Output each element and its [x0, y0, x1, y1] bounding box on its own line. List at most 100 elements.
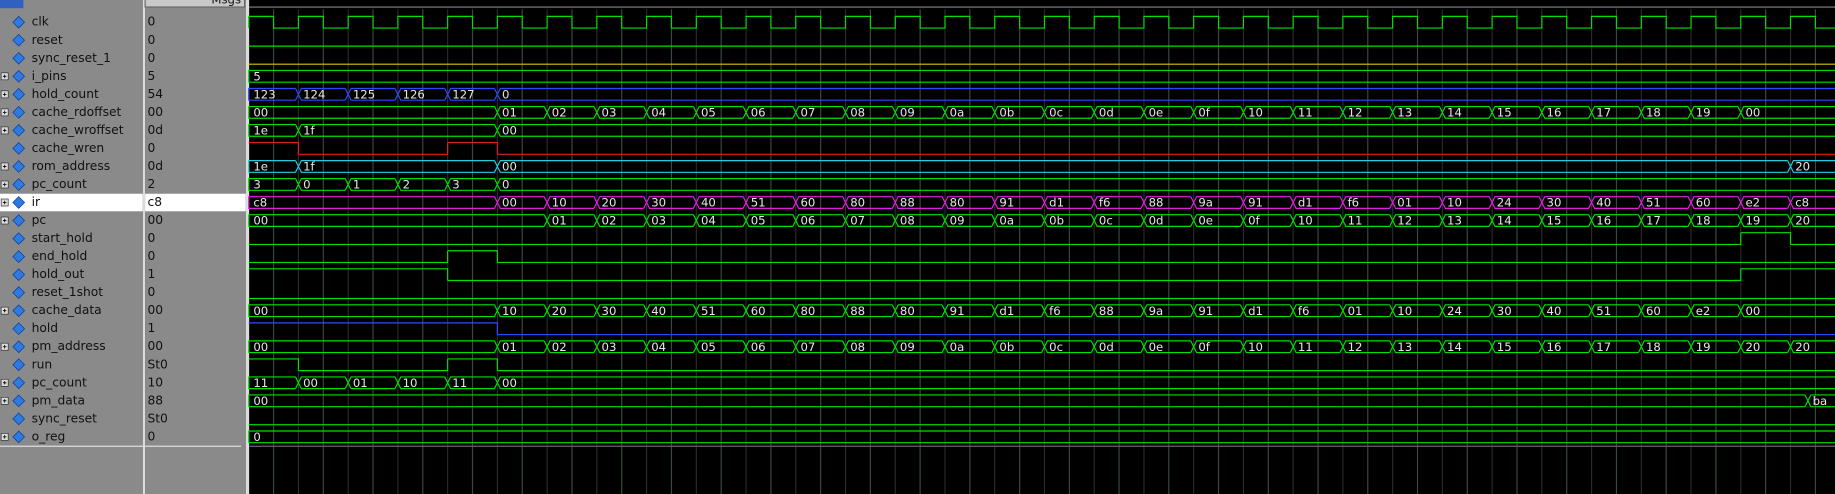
bus-label: 19 [1696, 105, 1711, 119]
bus-label: 80 [950, 196, 965, 210]
signal-value: St0 [147, 411, 167, 425]
bus-label: 15 [1497, 340, 1512, 354]
bus-label: 80 [800, 304, 815, 318]
bus-label: 91 [950, 304, 965, 318]
signal-name: o_reg [32, 429, 66, 443]
signal-value: 1 [147, 267, 155, 281]
bus-label: 0d [1149, 214, 1164, 228]
bus-label: 20 [1795, 160, 1810, 174]
bus-label: 0a [950, 340, 965, 354]
expand-plus [2, 344, 7, 349]
bus-label: 123 [253, 87, 275, 101]
bus-label: 11 [1298, 105, 1313, 119]
signal-icon [12, 33, 26, 47]
bus-label: 125 [353, 87, 375, 101]
signal-value: 0 [147, 231, 155, 245]
bus-label: 15 [1497, 105, 1512, 119]
bus-label: 03 [602, 340, 617, 354]
bus-segment [496, 376, 1835, 390]
signal-icon [12, 304, 26, 318]
expand-plus [2, 110, 7, 115]
bus-label: 0c [1049, 105, 1063, 119]
bus-label: 88 [900, 196, 915, 210]
bus-label: 04 [651, 340, 666, 354]
signal-icon [12, 160, 26, 173]
names-panel [0, 0, 143, 494]
signal-icon [12, 340, 26, 354]
bus-label: 00 [502, 160, 517, 174]
signal-value: 00 [147, 213, 163, 227]
bus-label: 05 [701, 340, 716, 354]
bus-label: 1 [353, 178, 360, 192]
bus-label: 20 [552, 304, 567, 318]
bus-label: 80 [900, 304, 915, 318]
bus-label: 60 [1696, 196, 1711, 210]
signal-icon [12, 358, 26, 372]
signal-icon [12, 15, 26, 29]
expand-plus [2, 308, 7, 313]
bus-label: 88 [1149, 196, 1164, 210]
signal-icon [12, 268, 26, 281]
signal-name: sync_reset [32, 411, 98, 425]
bus-label: 10 [1298, 214, 1313, 228]
bus-label: 02 [552, 105, 567, 119]
bus-label: 01 [353, 376, 368, 390]
signal-name: hold_count [32, 87, 99, 101]
bus-label: 20 [1795, 214, 1810, 228]
signal-icon [12, 178, 26, 191]
expand-plus [2, 92, 7, 97]
bus-label: 0b [1049, 214, 1064, 228]
bus-label: 09 [900, 105, 915, 119]
bus-label: 0f [1198, 340, 1210, 354]
signal-icon [12, 214, 26, 227]
bus-label: 127 [452, 87, 474, 101]
signal-name: cache_data [32, 303, 102, 317]
splitter [245, 0, 250, 494]
bus-segment [1790, 214, 1835, 227]
bus-label: 5 [253, 69, 260, 83]
bus-label: 0f [1198, 105, 1210, 119]
bus-label: 09 [950, 214, 965, 228]
level-segment [447, 250, 498, 263]
signal-value: 00 [147, 339, 163, 353]
level-segment [248, 358, 300, 371]
bus-label: 13 [1397, 105, 1412, 119]
signal-value: 0 [147, 429, 155, 443]
bus-label: 40 [1596, 196, 1611, 210]
bus-label: 10 [1248, 105, 1263, 119]
bus-label: 03 [602, 105, 617, 119]
splitter [142, 0, 146, 494]
bus-label: 01 [502, 105, 517, 119]
signal-icon [12, 250, 26, 263]
signal-icon [12, 196, 26, 209]
signal-icon [12, 232, 26, 245]
bus-label: 10 [403, 376, 418, 390]
bus-label: 0d [1099, 105, 1114, 119]
bus-label: 11 [452, 376, 467, 390]
signal-value: 10 [147, 375, 163, 389]
bus-label: 02 [602, 214, 617, 228]
level-segment [447, 358, 498, 371]
signal-value: c8 [147, 195, 162, 209]
bus-label: 16 [1547, 105, 1562, 119]
bus-label: 07 [800, 340, 815, 354]
bus-label: 80 [850, 196, 865, 210]
bus-label: 10 [1248, 340, 1263, 354]
signal-name: hold_out [32, 267, 85, 281]
bus-label: 16 [1596, 214, 1611, 228]
signal-value: 0 [147, 15, 155, 29]
bus-label: 88 [1099, 304, 1114, 318]
bus-segment [1790, 196, 1835, 209]
signal-icon [12, 124, 26, 137]
bus-label: 0 [303, 178, 310, 192]
signal-icon [12, 286, 26, 300]
bus-label: 00 [253, 214, 268, 228]
expand-plus [2, 218, 7, 223]
bus-label: 05 [751, 214, 766, 228]
bus-label: 0b [999, 105, 1014, 119]
bus-label: 1e [253, 160, 268, 174]
bus-label: 0 [253, 430, 260, 444]
bus-label: 0c [1099, 214, 1113, 228]
signal-icon [12, 376, 26, 390]
